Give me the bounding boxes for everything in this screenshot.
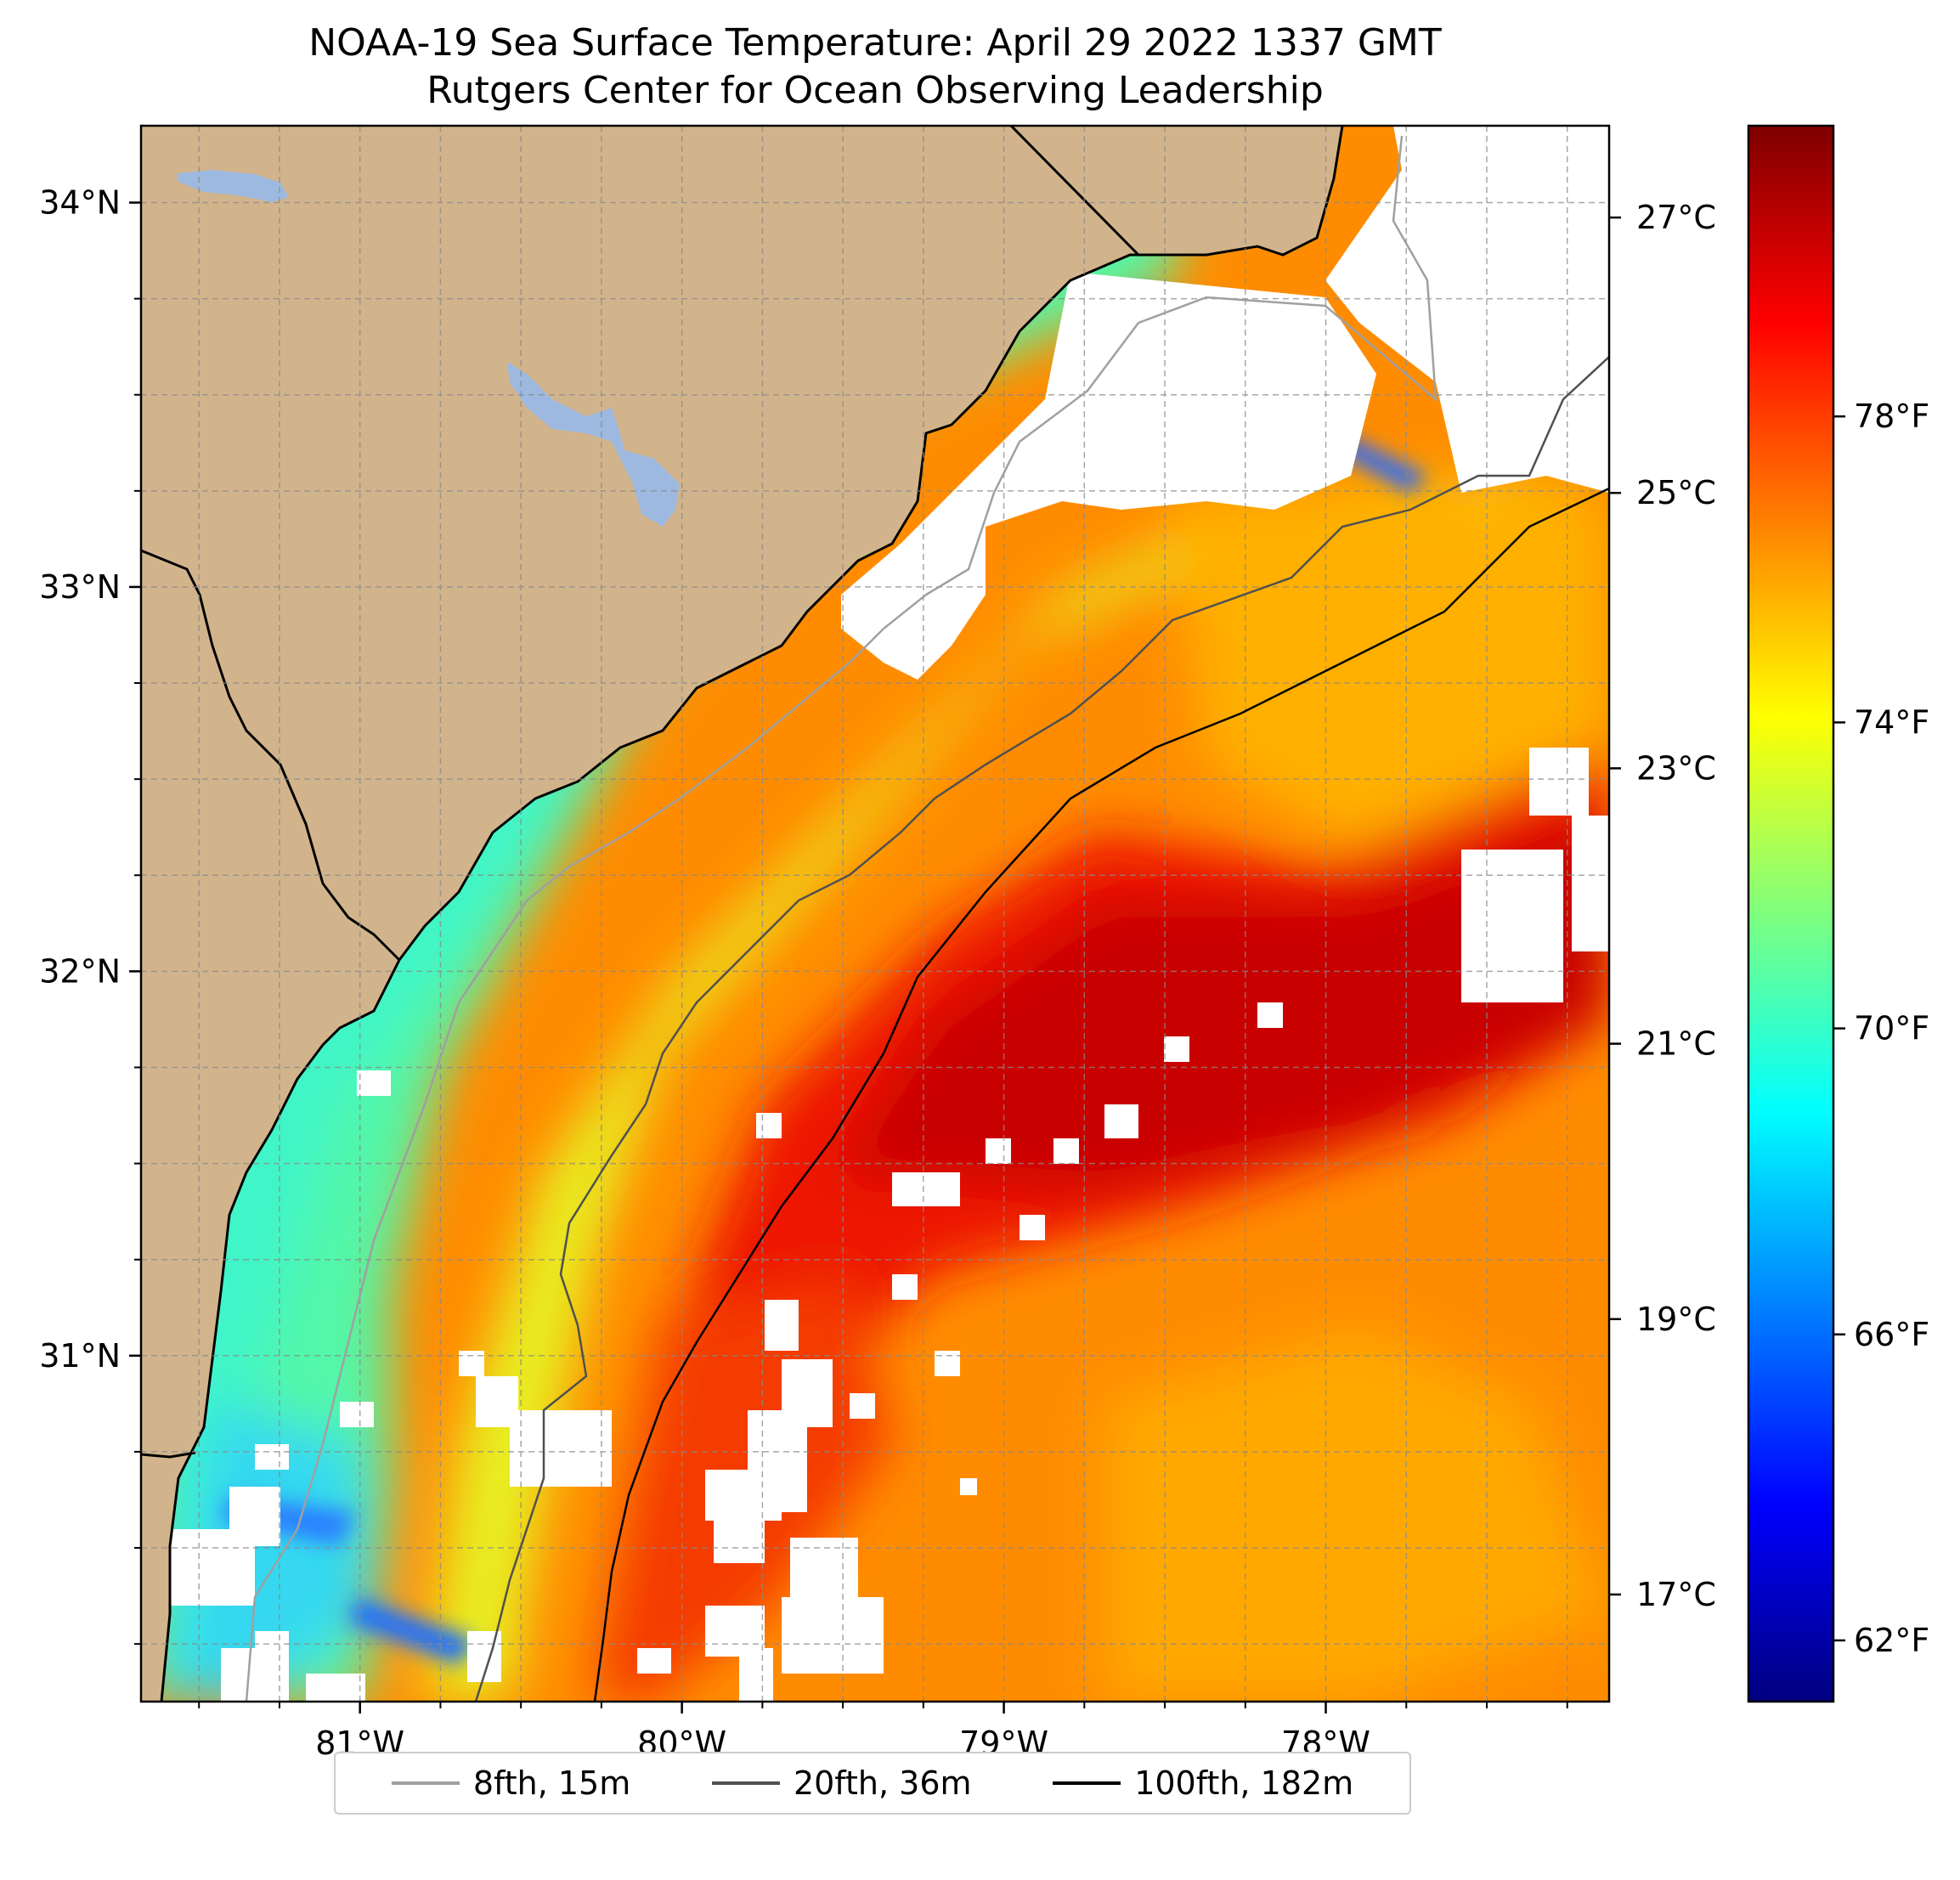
legend-label: 20fth, 36m <box>793 1764 972 1802</box>
fahrenheit-tick-label: 66°F <box>1854 1316 1929 1353</box>
gridlines <box>141 126 1609 1702</box>
bathymetry-contours <box>245 135 1609 1702</box>
legend-label: 8fth, 15m <box>472 1764 631 1802</box>
fahrenheit-tick-label: 62°F <box>1854 1622 1929 1659</box>
legend-swatch <box>711 1781 780 1785</box>
celsius-tick-label: 27°C <box>1636 199 1716 236</box>
fahrenheit-tick-label: 74°F <box>1854 703 1929 741</box>
colorbar-celsius-axis: 27°C 25°C 23°C 21°C 19°C 17°C <box>1609 199 1716 1613</box>
colorbar-fahrenheit-axis: 78°F 74°F 70°F 66°F 62°F <box>1833 398 1929 1659</box>
lat-tick-label: 34°N <box>39 183 121 221</box>
plot-frame <box>139 124 1611 1703</box>
legend-label: 100fth, 182m <box>1134 1764 1354 1802</box>
fahrenheit-tick-label: 70°F <box>1854 1010 1929 1047</box>
colorbar <box>1747 124 1835 1703</box>
lakes <box>177 170 680 527</box>
sst-map-area <box>141 126 1609 1702</box>
celsius-tick-label: 21°C <box>1636 1025 1716 1063</box>
map-title: NOAA-19 Sea Surface Temperature: April 2… <box>308 21 1442 65</box>
legend-item-20fth: 20fth, 36m <box>711 1764 972 1802</box>
lat-tick-label: 31°N <box>39 1337 121 1375</box>
lat-tick-label: 32°N <box>39 952 121 990</box>
contour-100fth <box>593 487 1609 1702</box>
contour-8fth <box>245 135 1438 1702</box>
celsius-tick-label: 17°C <box>1636 1576 1716 1613</box>
land-mass <box>141 126 1342 1702</box>
fahrenheit-tick-label: 78°F <box>1854 398 1929 435</box>
cloud-mask <box>170 126 1609 1702</box>
legend-swatch <box>391 1781 460 1785</box>
latitude-axis: 34°N 33°N 32°N 31°N <box>39 183 141 1646</box>
legend-swatch <box>1053 1781 1121 1785</box>
lat-tick-label: 33°N <box>39 568 121 606</box>
contour-20fth <box>474 356 1609 1702</box>
map-subtitle: Rutgers Center for Ocean Observing Leade… <box>426 69 1324 112</box>
legend-item-100fth: 100fth, 182m <box>1053 1764 1353 1802</box>
celsius-tick-label: 25°C <box>1636 474 1716 511</box>
celsius-tick-label: 23°C <box>1636 749 1716 787</box>
contour-legend: 8fth, 15m 20fth, 36m 100fth, 182m <box>334 1752 1411 1815</box>
boundaries <box>141 126 1344 1702</box>
celsius-tick-label: 19°C <box>1636 1301 1716 1338</box>
legend-item-8fth: 8fth, 15m <box>391 1764 631 1802</box>
